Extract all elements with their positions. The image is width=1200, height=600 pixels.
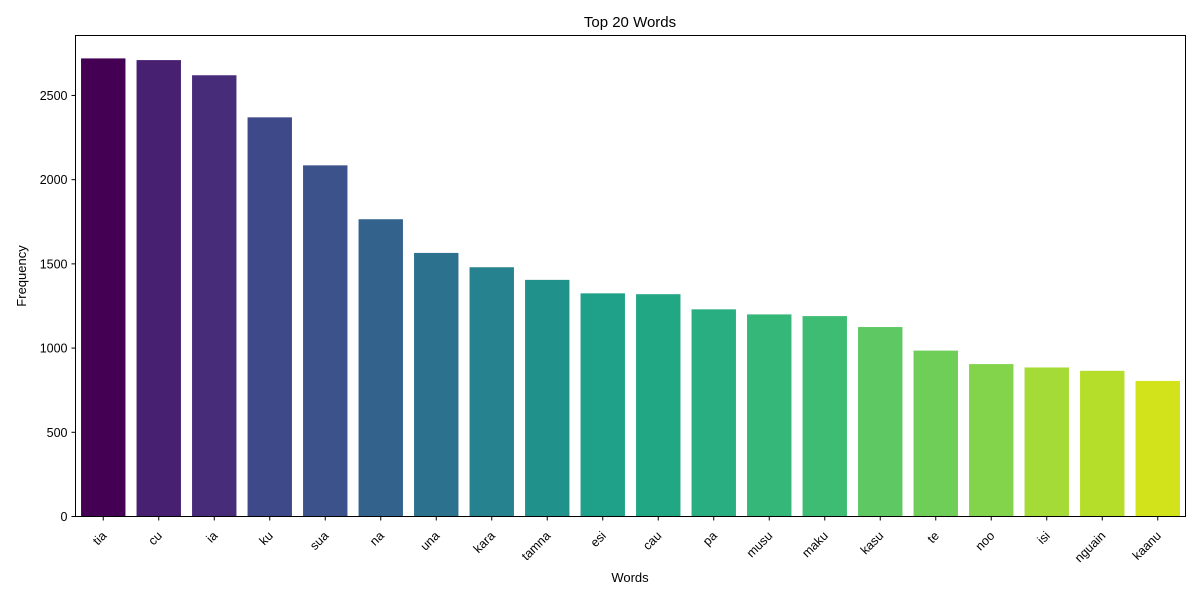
x-axis: tia cu ia ku sua na una kara tamna esi cau pa musu ma…: [90, 516, 1164, 565]
y-axis-label: Frequency: [14, 245, 29, 307]
x-tick-label-ia: ia: [204, 529, 221, 546]
chart-title: Top 20 Words: [584, 14, 676, 31]
bars-group: [81, 58, 1180, 517]
x-tick-label-una: una: [418, 529, 443, 554]
bar-te: [913, 350, 958, 517]
bar-esi: [580, 293, 625, 517]
x-tick-label-cau: cau: [640, 529, 664, 553]
plot-frame: [75, 35, 1186, 517]
y-tick-label-500: 500: [47, 426, 68, 440]
x-tick-label-musu: musu: [744, 529, 776, 561]
y-tick-label-2500: 2500: [40, 89, 68, 103]
bar-isi: [1024, 367, 1069, 517]
x-tick-label-noo: noo: [973, 529, 998, 554]
bar-nguain: [1080, 370, 1125, 517]
y-axis: 0 500 1000 1500 2000 2500: [40, 89, 76, 524]
x-tick-label-maku: maku: [799, 529, 831, 561]
x-tick-label-isi: isi: [1035, 529, 1053, 547]
y-tick-label-2000: 2000: [40, 173, 68, 187]
bar-kasu: [858, 327, 903, 517]
x-tick-label-ku: ku: [257, 529, 276, 548]
bar-noo: [969, 364, 1014, 517]
x-tick-label-nguain: nguain: [1072, 529, 1108, 565]
bar-cau: [636, 294, 681, 517]
x-tick-label-pa: pa: [700, 529, 720, 549]
x-tick-label-kaanu: kaanu: [1130, 529, 1164, 563]
x-tick-label-na: na: [367, 529, 387, 549]
bar-tamna: [525, 279, 570, 517]
bar-ia: [192, 75, 237, 517]
bar-una: [414, 252, 459, 517]
bar-na: [358, 219, 403, 517]
x-tick-label-tia: tia: [90, 529, 109, 548]
bar-maku: [802, 316, 847, 517]
bar-musu: [747, 314, 792, 517]
bar-kara: [469, 267, 514, 517]
bar-tia: [81, 58, 126, 517]
x-tick-label-sua: sua: [307, 529, 331, 553]
bar-kaanu: [1135, 380, 1180, 517]
x-tick-label-kara: kara: [471, 529, 498, 556]
x-tick-label-esi: esi: [588, 529, 609, 550]
x-axis-label: Words: [611, 570, 649, 585]
x-tick-label-cu: cu: [146, 529, 165, 548]
bar-pa: [691, 309, 736, 517]
y-tick-label-1000: 1000: [40, 342, 68, 356]
x-tick-label-te: te: [925, 529, 942, 546]
x-tick-label-kasu: kasu: [858, 529, 887, 558]
bar-sua: [303, 165, 348, 517]
bar-cu: [136, 60, 181, 517]
x-tick-label-tamna: tamna: [519, 529, 553, 563]
y-tick-label-1500: 1500: [40, 257, 68, 271]
y-tick-label-0: 0: [61, 510, 68, 524]
bar-ku: [247, 117, 292, 517]
